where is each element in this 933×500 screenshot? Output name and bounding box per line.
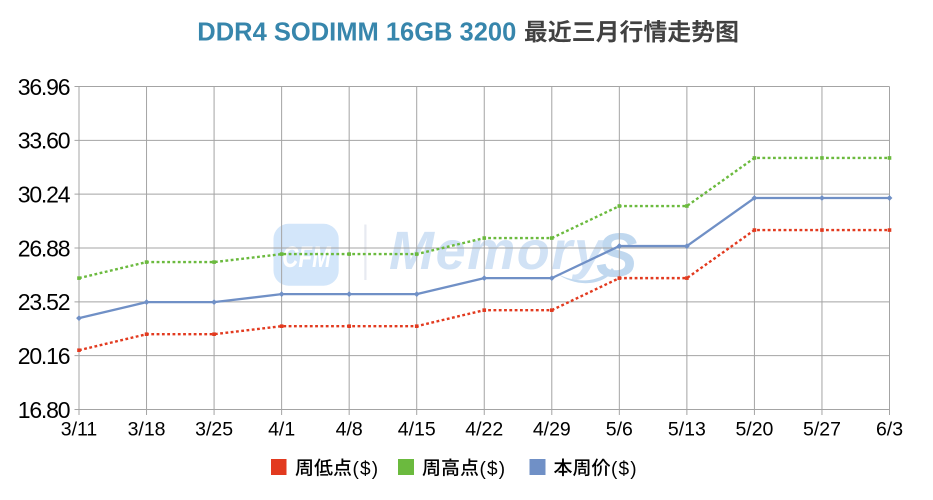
- svg-text:3/11: 3/11: [61, 418, 98, 440]
- svg-text:20.16: 20.16: [18, 343, 70, 369]
- svg-text:5/13: 5/13: [668, 418, 706, 440]
- svg-text:DDR4 SODIMM 16GB 3200: DDR4 SODIMM 16GB 3200: [197, 18, 516, 46]
- svg-text:4/22: 4/22: [465, 418, 503, 440]
- svg-text:6/3: 6/3: [876, 418, 903, 440]
- svg-text:4/8: 4/8: [336, 418, 363, 440]
- svg-text:($): ($): [480, 459, 507, 480]
- svg-text:36.96: 36.96: [18, 74, 70, 100]
- svg-text:($): ($): [353, 459, 380, 480]
- svg-text:4/15: 4/15: [398, 418, 436, 440]
- svg-text:4/29: 4/29: [533, 418, 571, 440]
- svg-text:3/18: 3/18: [128, 418, 166, 440]
- svg-text:30.24: 30.24: [18, 182, 71, 208]
- svg-text:26.88: 26.88: [18, 235, 70, 261]
- svg-text:16.80: 16.80: [18, 397, 70, 423]
- svg-text:CFM: CFM: [282, 240, 331, 274]
- svg-text:23.52: 23.52: [18, 289, 70, 315]
- svg-text:33.60: 33.60: [18, 128, 70, 154]
- svg-text:3/25: 3/25: [195, 418, 233, 440]
- svg-text:($): ($): [611, 459, 638, 480]
- svg-text:Memory: Memory: [389, 221, 607, 281]
- svg-text:5/6: 5/6: [606, 418, 633, 440]
- svg-text:5/27: 5/27: [803, 418, 841, 440]
- svg-text:4/1: 4/1: [268, 418, 295, 440]
- svg-text:5/20: 5/20: [735, 418, 773, 440]
